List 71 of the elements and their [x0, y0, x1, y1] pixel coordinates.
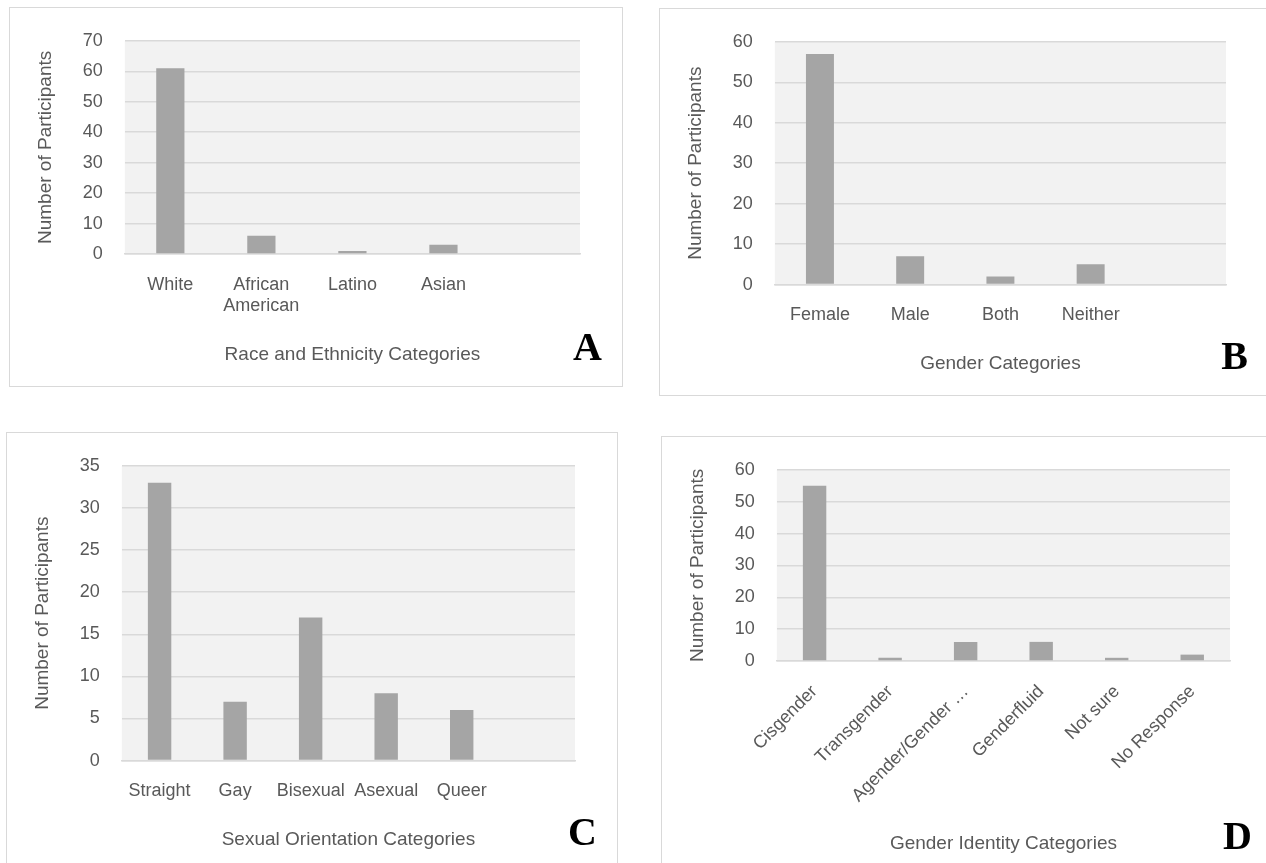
- x-tick-label: Latino: [327, 273, 377, 294]
- bar: [247, 235, 276, 254]
- y-tick-label: 60: [734, 458, 755, 479]
- bar: [896, 256, 925, 284]
- bar: [223, 701, 247, 760]
- x-axis-title: Sexual Orientation Categories: [221, 827, 476, 849]
- text: B: [1221, 333, 1248, 379]
- bar: [156, 68, 185, 254]
- x-tick-label: Queer: [436, 780, 487, 801]
- bar: [450, 710, 474, 760]
- y-tick-label: 0: [92, 242, 103, 263]
- x-axis-title: Gender Identity Categories: [889, 831, 1117, 853]
- x-tick-label: Asian: [420, 273, 466, 294]
- bar: [1076, 264, 1105, 284]
- y-tick-label: 10: [734, 618, 755, 639]
- bar: [429, 244, 458, 254]
- bar: [805, 53, 834, 284]
- y-tick-label: 40: [82, 121, 103, 142]
- y-tick-label: 20: [82, 182, 103, 203]
- text: A: [573, 324, 603, 370]
- x-tick-label: Bisexual: [276, 780, 345, 801]
- y-tick-label: 0: [742, 273, 753, 294]
- bar: [374, 693, 398, 760]
- y-tick-label: 50: [82, 90, 103, 111]
- y-tick-label: 10: [732, 233, 753, 254]
- y-tick-label: 70: [82, 29, 103, 50]
- y-axis-title: Number of Participants: [30, 516, 52, 710]
- y-axis-title: Number of Participants: [683, 66, 705, 260]
- y-tick-label: 20: [732, 192, 753, 213]
- y-tick-label: 20: [734, 586, 755, 607]
- y-tick-label: 40: [732, 111, 753, 132]
- x-tick-label: Male: [890, 304, 930, 325]
- y-tick-label: 60: [732, 30, 753, 51]
- y-axis-title: Number of Participants: [685, 468, 707, 663]
- y-tick-label: 30: [82, 151, 103, 172]
- y-tick-label: 50: [734, 490, 755, 511]
- y-tick-label: 60: [82, 60, 103, 81]
- y-tick-label: 40: [734, 522, 755, 543]
- y-tick-label: 20: [79, 581, 100, 602]
- y-tick-label: 10: [82, 212, 103, 233]
- y-tick-label: 10: [79, 665, 100, 686]
- y-tick-label: 50: [732, 71, 753, 92]
- text: C: [568, 809, 597, 855]
- y-tick-label: 0: [744, 649, 755, 670]
- y-tick-label: 0: [89, 749, 100, 770]
- x-tick-label: Asexual: [354, 780, 419, 801]
- y-tick-label: 35: [79, 454, 100, 475]
- x-tick-label: Straight: [128, 780, 191, 801]
- bar: [953, 641, 978, 661]
- x-tick-label: Female: [789, 304, 850, 325]
- y-tick-label: 5: [89, 707, 100, 728]
- bar: [1029, 641, 1053, 661]
- y-tick-label: 15: [79, 623, 100, 644]
- bar: [986, 276, 1015, 284]
- x-tick-label: Not sure: [1060, 680, 1124, 744]
- x-axis-title: Gender Categories: [920, 351, 1081, 373]
- x-tick-label: African American: [223, 273, 300, 316]
- bar: [147, 482, 172, 760]
- x-tick-label: Both: [981, 304, 1019, 325]
- x-tick-label: Gay: [218, 780, 252, 801]
- y-tick-label: 25: [79, 539, 100, 559]
- y-tick-label: 30: [734, 554, 755, 575]
- bar: [802, 485, 827, 661]
- x-axis-title: Race and Ethnicity Categories: [224, 342, 481, 364]
- x-tick-label: Neither: [1061, 304, 1120, 325]
- y-axis-title: Number of Participants: [33, 50, 55, 245]
- y-tick-label: 30: [732, 152, 753, 173]
- text: D: [1223, 813, 1252, 859]
- x-tick-label: White: [147, 273, 194, 294]
- bar: [298, 617, 323, 760]
- y-tick-label: 30: [79, 496, 100, 517]
